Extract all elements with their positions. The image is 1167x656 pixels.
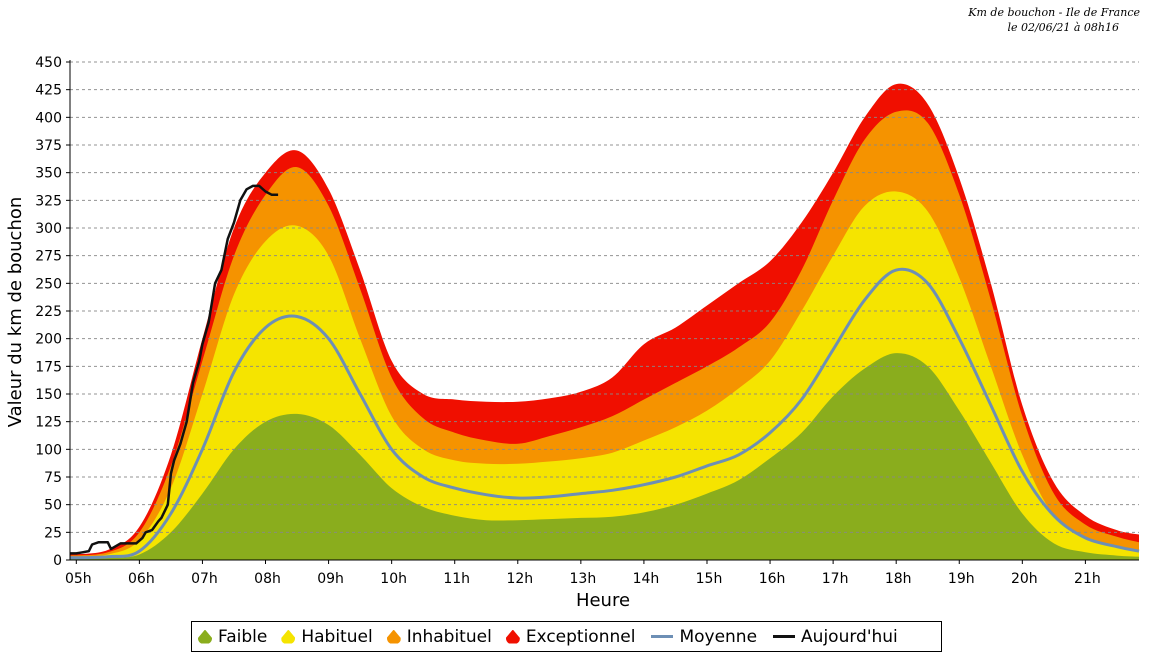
y-tick-300: 300 [35, 221, 62, 237]
y-tick-labels: 0 25 50 75 100 125 150 175 200 225 250 275 300 325 350… [35, 55, 70, 569]
legend-item-exceptionnel: Exceptionnel [505, 626, 636, 647]
legend-label: Faible [218, 626, 268, 647]
legend-item-aujourdhui: Aujourd'hui [771, 627, 898, 647]
y-tick-225: 225 [35, 304, 62, 320]
x-tick-08h: 08h [254, 571, 281, 587]
x-tick-05h: 05h [65, 571, 92, 587]
x-axis-label: Heure [576, 590, 630, 611]
y-tick-0: 0 [53, 553, 62, 569]
x-tick-11h: 11h [443, 571, 470, 587]
x-tick-13h: 13h [570, 571, 597, 587]
y-axis-label: Valeur du km de bouchon [5, 197, 26, 428]
legend-label: Inhabituel [406, 626, 492, 647]
x-tick-19h: 19h [948, 571, 975, 587]
legend-label: Aujourd'hui [801, 626, 898, 647]
y-tick-100: 100 [35, 442, 62, 458]
y-tick-50: 50 [44, 498, 62, 514]
y-tick-425: 425 [35, 83, 62, 99]
y-tick-150: 150 [35, 387, 62, 403]
legend-item-habituel: Habituel [281, 626, 373, 647]
legend-label: Habituel [301, 626, 373, 647]
y-tick-350: 350 [35, 166, 62, 182]
x-tick-12h: 12h [506, 571, 533, 587]
x-tick-09h: 09h [317, 571, 344, 587]
y-tick-450: 450 [35, 55, 62, 71]
y-tick-125: 125 [35, 415, 62, 431]
legend-swatch-icon [773, 635, 796, 638]
legend-swatch-icon [198, 629, 212, 644]
x-tick-17h: 17h [822, 571, 849, 587]
series-areas [70, 83, 1139, 560]
x-tick-07h: 07h [191, 571, 218, 587]
y-tick-375: 375 [35, 138, 62, 154]
legend-swatch-icon [651, 635, 674, 638]
y-tick-250: 250 [35, 276, 62, 292]
y-tick-325: 325 [35, 193, 62, 209]
legend-label: Exceptionnel [525, 626, 636, 647]
x-tick-15h: 15h [696, 571, 723, 587]
legend-swatch-icon [281, 629, 296, 644]
legend-item-faible: Faible [198, 627, 267, 647]
x-tick-21h: 21h [1074, 571, 1101, 587]
x-tick-06h: 06h [128, 571, 155, 587]
x-tick-10h: 10h [380, 571, 407, 587]
chart-area: 0 25 50 75 100 125 150 175 200 225 250 275 300 325 350… [5, 55, 1140, 611]
legend-swatch-icon [386, 629, 401, 644]
line-moyenne [69, 267, 1140, 560]
legend-item-moyenne: Moyenne [649, 627, 757, 647]
x-tick-labels: 05h 06h 07h 08h 09h 10h 11h 12h 13h 14h 15h 16h 17h 1… [65, 560, 1101, 587]
y-tick-400: 400 [35, 110, 62, 126]
legend-swatch-icon [505, 629, 520, 644]
x-tick-18h: 18h [885, 571, 912, 587]
legend-label: Moyenne [679, 626, 758, 647]
legend-item-inhabituel: Inhabituel [386, 626, 492, 647]
series-lines [69, 184, 1140, 560]
y-tick-275: 275 [35, 249, 62, 265]
y-tick-75: 75 [44, 470, 62, 486]
chart-subtitle: le 02/06/21 à 08h16 [1007, 21, 1119, 34]
area-faible [70, 353, 1139, 560]
x-tick-16h: 16h [759, 571, 786, 587]
y-tick-200: 200 [35, 332, 62, 348]
y-tick-175: 175 [35, 359, 62, 375]
line-aujourdhui [70, 184, 279, 555]
x-tick-20h: 20h [1011, 571, 1038, 587]
chart-title: Km de bouchon - Ile de France [968, 6, 1140, 19]
y-tick-25: 25 [44, 525, 62, 541]
x-tick-14h: 14h [633, 571, 660, 587]
legend: Faible Habituel Inhabituel Exceptionnel Moye… [191, 621, 942, 652]
